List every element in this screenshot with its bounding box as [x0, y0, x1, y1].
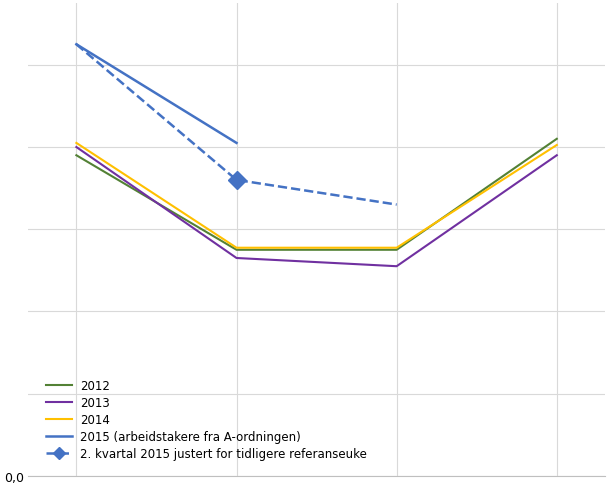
Legend: 2012, 2013, 2014, 2015 (arbeidstakere fra A-ordningen), 2. kvartal 2015 justert : 2012, 2013, 2014, 2015 (arbeidstakere fr…: [46, 379, 367, 461]
